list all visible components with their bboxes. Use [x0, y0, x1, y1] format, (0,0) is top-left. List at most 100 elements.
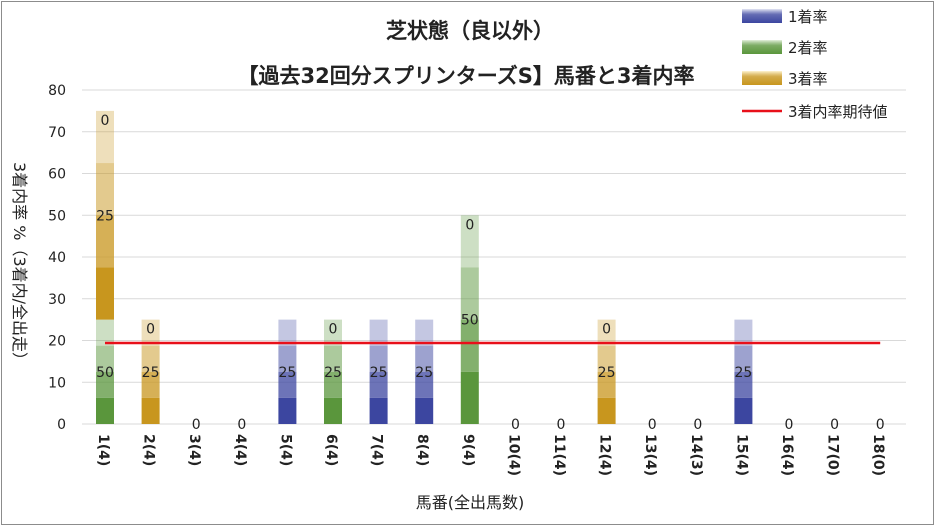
- bar-segment-3着率: [597, 397, 616, 424]
- bar-segment-1着率: [734, 345, 753, 372]
- bar-segment-2着率: [324, 371, 342, 398]
- y-tick-label: 10: [48, 375, 66, 391]
- y-tick-label: 60: [48, 167, 66, 183]
- bar-segment-1着率: [278, 319, 297, 346]
- data-label: 25: [278, 365, 296, 381]
- bar-segment-1着率: [278, 397, 297, 424]
- y-tick-label: 20: [48, 334, 66, 350]
- data-label: 0: [511, 417, 520, 433]
- legend-label: 1着率: [788, 8, 828, 26]
- data-label: 0: [329, 322, 338, 338]
- bar-segment-3着率: [96, 215, 114, 268]
- bar-segment-2着率: [324, 345, 342, 372]
- x-tick-label: 14(3): [688, 434, 704, 476]
- data-label: 0: [648, 417, 657, 433]
- data-label: 25: [142, 365, 160, 381]
- bar-segment-1着率: [369, 319, 388, 346]
- legend-item-2着率: 2着率: [742, 39, 828, 57]
- bar-segment-1着率: [415, 319, 434, 346]
- data-label: 0: [785, 417, 794, 433]
- bar-segment-3着率: [96, 267, 114, 320]
- legend-item-1着率: 1着率: [742, 8, 828, 26]
- legend-swatch: [742, 9, 782, 23]
- bar-segment-1着率: [415, 345, 434, 372]
- bar-segment-3着率: [96, 163, 114, 216]
- x-tick-label: 12(4): [597, 434, 613, 476]
- bar-segment-1着率: [734, 371, 753, 398]
- bar-segment-2着率: [460, 319, 479, 372]
- bar-segment-3着率: [597, 371, 616, 398]
- bar-segment-1着率: [369, 397, 388, 424]
- bar-segment-3着率: [141, 345, 160, 372]
- bar-segment-2着率: [96, 397, 114, 424]
- gridlines: [82, 89, 906, 425]
- y-axis-ticks: 0 10 20 30 40 50 60 70 80: [48, 83, 66, 433]
- bar-segment-1着率: [415, 397, 434, 424]
- legend-swatch: [742, 40, 782, 54]
- bar-segment-1着率: [369, 345, 388, 372]
- bar-segment-3着率: [141, 397, 160, 424]
- data-label: 50: [461, 313, 479, 329]
- y-tick-label: 80: [48, 83, 66, 99]
- x-tick-label: 15(4): [733, 434, 749, 476]
- x-tick-label: 1(4): [95, 434, 111, 466]
- data-label: 25: [96, 208, 114, 224]
- data-label: 0: [146, 322, 155, 338]
- data-label: 25: [324, 365, 342, 381]
- bar-segment-2着率: [460, 371, 479, 424]
- data-label: 0: [192, 417, 201, 433]
- x-tick-label: 3(4): [186, 434, 202, 466]
- legend-label: 3着内率期待値: [788, 103, 888, 121]
- y-tick-label: 40: [48, 250, 66, 266]
- x-tick-label: 2(4): [141, 434, 157, 466]
- x-tick-label: 7(4): [369, 434, 385, 466]
- x-tick-label: 16(4): [779, 434, 795, 476]
- bar-segment-1着率: [369, 371, 388, 398]
- bar-segment-3着率: [96, 110, 114, 164]
- x-axis-label: 馬番(全出馬数): [416, 493, 525, 512]
- data-labels: 50 25 0 25 0 0 0 25 25 0 25 25 50 0 0 0 25 0 0 0 25 0 0 0: [96, 113, 885, 433]
- bar-segment-2着率: [460, 215, 479, 268]
- chart-subtitle: 【過去32回分スプリンターズS】馬番と3着内率: [238, 64, 695, 88]
- data-label: 0: [557, 417, 566, 433]
- bar-segment-3着率: [597, 345, 616, 372]
- bars: [96, 110, 753, 424]
- data-label: 25: [415, 365, 433, 381]
- data-label: 0: [602, 322, 611, 338]
- data-label: 0: [465, 217, 474, 233]
- bar-segment-2着率: [460, 267, 479, 320]
- y-tick-label: 30: [48, 292, 66, 308]
- x-tick-label: 4(4): [232, 434, 248, 466]
- bar-segment-1着率: [734, 397, 753, 424]
- legend: 1着率 2着率 3着率 3着内率期待値: [742, 8, 888, 121]
- legend-item-3着率: 3着率: [742, 70, 828, 88]
- bar-segment-2着率: [96, 345, 114, 372]
- chart-title: 芝状態（良以外）: [386, 19, 554, 43]
- data-label: 0: [876, 417, 885, 433]
- bar-segment-2着率: [324, 397, 342, 424]
- x-tick-label: 8(4): [414, 434, 430, 466]
- bar-segment-3着率: [141, 371, 160, 398]
- bar-segment-1着率: [278, 345, 297, 372]
- legend-label: 3着率: [788, 70, 828, 88]
- bar-segment-3着率: [141, 319, 160, 346]
- data-label: 0: [237, 417, 246, 433]
- bar-segment-1着率: [415, 371, 434, 398]
- y-axis-label: 3着内率 %（3着内/全出走）: [10, 162, 29, 368]
- legend-label: 2着率: [788, 39, 828, 57]
- data-label: 25: [598, 365, 616, 381]
- data-label: 0: [101, 113, 110, 129]
- bar-segment-2着率: [96, 319, 114, 346]
- legend-swatch: [742, 71, 782, 85]
- data-label: 50: [96, 365, 114, 381]
- x-tick-label: 13(4): [642, 434, 658, 476]
- x-tick-label: 10(4): [505, 434, 521, 476]
- bar-segment-1着率: [278, 371, 297, 398]
- data-label: 0: [693, 417, 702, 433]
- data-label: 25: [734, 365, 752, 381]
- x-tick-label: 11(4): [551, 434, 567, 476]
- data-label: 0: [830, 417, 839, 433]
- x-tick-label: 5(4): [277, 434, 293, 466]
- x-tick-label: 18(0): [870, 434, 886, 476]
